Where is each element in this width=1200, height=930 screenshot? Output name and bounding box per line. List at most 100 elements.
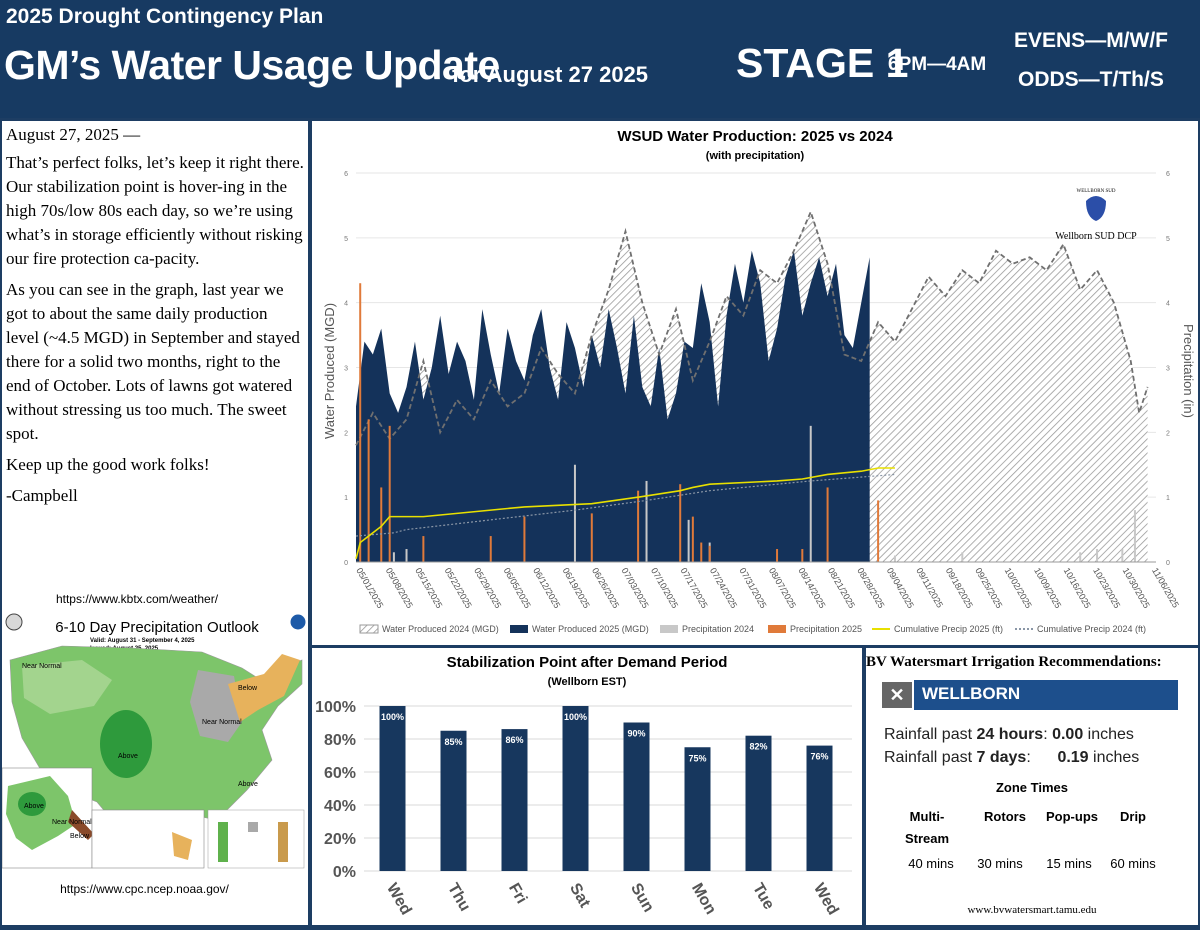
production-x-tick: 05/08/2025 [384, 566, 415, 610]
gm-letter: August 27, 2025 — That’s perfect folks, … [2, 121, 308, 591]
outlook-above-dark-region [100, 710, 152, 778]
precip-2024-bar [573, 464, 576, 562]
stage-label: STAGE 1 [736, 40, 909, 86]
production-x-tick: 08/07/2025 [767, 566, 798, 610]
odds-schedule: ODDS—T/Th/S [1018, 68, 1164, 91]
production-x-tick: 10/02/2025 [1003, 566, 1034, 610]
production-y2-tick: 5 [1166, 236, 1170, 243]
production-x-tick: 08/14/2025 [796, 566, 827, 610]
zone-rotors-time: 30 mins [977, 856, 1023, 871]
stabilization-chart-panel: Stabilization Point after Demand Period … [312, 648, 862, 925]
rain24-value: 0.00 [1052, 726, 1084, 743]
zone-rotors-label: Rotors [984, 809, 1026, 824]
legend-entry: Cumulative Precip 2024 (ft) [1037, 624, 1146, 634]
production-y-tick: 6 [344, 171, 348, 178]
production-y2-tick: 0 [1166, 560, 1170, 567]
production-x-tick: 07/10/2025 [649, 566, 680, 610]
production-chart: WSUD Water Production: 2025 vs 2024 (wit… [322, 128, 1196, 634]
irrigation-recommendations: BV Watersmart Irrigation Recommendations… [866, 648, 1198, 925]
watersmart-link[interactable]: www.bvwatersmart.tamu.edu [967, 904, 1097, 916]
stabilization-chart-title: Stabilization Point after Demand Period [447, 654, 728, 671]
logo-caption: Wellborn SUD DCP [1055, 231, 1137, 242]
production-y-tick: 5 [344, 236, 348, 243]
stabilization-x-tick: Fri [505, 881, 530, 907]
page-title: GM’s Water Usage Update [4, 42, 500, 88]
stabilization-x-tick: Wed [383, 881, 414, 918]
cpc-link[interactable]: https://www.cpc.ncep.noaa.gov/ [60, 882, 229, 896]
precip-2024-bar [1079, 552, 1082, 562]
location-name: WELLBORN [922, 684, 1021, 703]
plan-title: 2025 Drought Contingency Plan [6, 5, 324, 28]
letter-paragraph-3: Keep up the good work folks! [6, 455, 210, 474]
stabilization-bar [684, 747, 711, 871]
precip-2024-bar [392, 552, 395, 562]
stabilization-x-tick: Sun [627, 881, 657, 916]
production-x-tick: 10/16/2025 [1062, 566, 1093, 610]
label-near-normal-alaska: Near Normal [52, 819, 92, 826]
letter-paragraph-2: As you can see in the graph, last year w… [6, 280, 300, 443]
stabilization-y-tick: 80% [324, 732, 356, 749]
production-x-tick: 06/26/2025 [590, 566, 621, 610]
legend-entry: Precipitation 2025 [790, 624, 862, 634]
kbtx-link[interactable]: https://www.kbtx.com/weather/ [55, 592, 219, 606]
header-banner: 2025 Drought Contingency Plan GM’s Water… [0, 0, 1200, 118]
precip-2025-bar [826, 487, 829, 562]
production-y-tick: 3 [344, 366, 348, 373]
production-x-tick: 05/01/2025 [354, 566, 385, 610]
logo-text: WELLBORN SUD [1076, 189, 1115, 194]
label-above-south: Above [118, 753, 138, 760]
label-below-alaska: Below [70, 833, 90, 840]
close-icon[interactable]: ✕ [880, 680, 914, 710]
production-x-tick: 07/17/2025 [678, 566, 709, 610]
stabilization-x-tick: Tue [749, 881, 777, 913]
production-x-tick: 11/06/2025 [1150, 566, 1181, 609]
outlook-below-region [228, 654, 300, 722]
precip-2024-bar [1121, 549, 1124, 562]
stabilization-x-tick: Sat [566, 881, 594, 912]
precip-2024-bar [405, 549, 408, 562]
stabilization-x-tick: Wed [810, 881, 841, 918]
production-x-tick: 09/04/2025 [885, 566, 916, 610]
stabilization-bar [806, 745, 833, 871]
rain7-value: 0.19 [1057, 749, 1089, 766]
letter-date: August 27, 2025 — [6, 125, 141, 144]
zone-drip-label: Drip [1120, 809, 1146, 824]
production-x-tick: 07/31/2025 [737, 566, 768, 610]
stabilization-bar-label: 85% [444, 737, 462, 747]
stabilization-y-tick: 100% [315, 699, 356, 716]
precip-2025-bar [679, 484, 682, 562]
precip-2025-bar [877, 500, 880, 562]
restricted-hours: 6PM—4AM [888, 54, 987, 75]
stabilization-bar-label: 76% [810, 752, 828, 762]
zone-popups-time: 15 mins [1046, 856, 1092, 871]
legend-swatch [359, 624, 379, 634]
precip-2024-bar [645, 480, 648, 562]
precip-2025-bar [691, 516, 694, 562]
stabilization-y-tick: 60% [324, 765, 356, 782]
production-x-tick: 08/21/2025 [826, 566, 857, 610]
label-below-ne: Below [238, 685, 258, 692]
production-x-tick: 05/15/2025 [413, 566, 444, 610]
stabilization-bar-label: 86% [505, 735, 523, 745]
stabilization-x-tick: Mon [688, 881, 719, 918]
production-y-tick: 1 [344, 495, 348, 502]
stabilization-bar [501, 729, 528, 871]
precip-2025-bar [367, 419, 370, 562]
precip-2025-bar [776, 549, 779, 562]
stabilization-bar [745, 735, 772, 871]
outlook-valid: Valid: August 31 - September 4, 2025 [90, 638, 195, 644]
production-x-tick: 09/25/2025 [973, 566, 1004, 610]
precip-2025-bar [590, 513, 593, 562]
precip-2025-bar [380, 487, 383, 562]
outlook-title: 6-10 Day Precipitation Outlook [55, 619, 259, 636]
production-x-tick: 10/30/2025 [1121, 566, 1152, 610]
doc-seal-icon [5, 613, 23, 631]
zone-multistream-time: 40 mins [908, 856, 954, 871]
production-x-tick: 06/05/2025 [502, 566, 533, 610]
production-chart-title: WSUD Water Production: 2025 vs 2024 [617, 128, 893, 145]
legend-entry: Water Produced 2024 (MGD) [382, 624, 499, 634]
noaa-logo-icon [289, 613, 307, 631]
rain7-label: Rainfall past [884, 749, 977, 766]
production-x-tick: 08/28/2025 [855, 566, 886, 610]
production-y2-tick: 6 [1166, 171, 1170, 178]
